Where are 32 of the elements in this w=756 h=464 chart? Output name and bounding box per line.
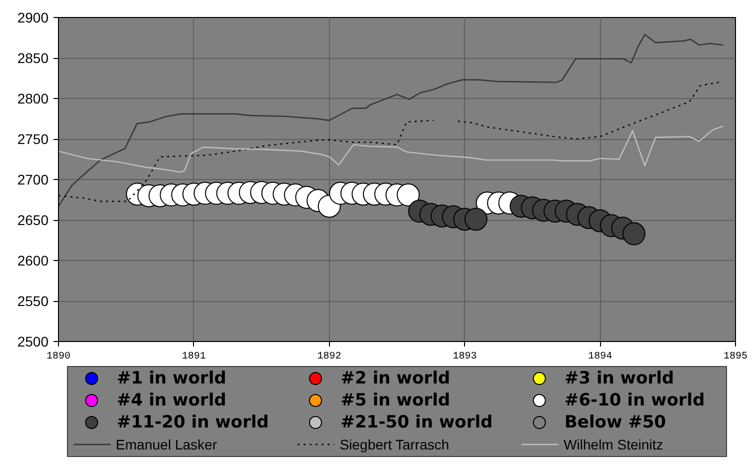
x-tick-label: 1890 (46, 352, 71, 362)
legend-label: #2 in world (340, 368, 450, 388)
x-tick-label: 1891 (182, 352, 206, 362)
y-tick-label: 2800 (17, 90, 49, 106)
legend-label: #11-20 in world (116, 412, 269, 432)
legend-label: #3 in world (564, 368, 674, 388)
point (464, 208, 488, 231)
legend-label: #5 in world (340, 390, 450, 410)
y-tick-label: 2750 (17, 131, 49, 147)
line-series (58, 34, 724, 207)
point (622, 222, 646, 246)
x-tick-label: 1892 (317, 352, 342, 362)
legend-label: #1 in world (116, 368, 226, 388)
legend-label: Wilhelm Steinitz (564, 436, 664, 452)
y-tick-label: 2850 (17, 50, 49, 66)
x-tick-label: 1893 (452, 352, 477, 362)
y-tick-label: 2650 (17, 212, 49, 228)
legend-label: #6-10 in world (564, 390, 705, 410)
line-series (58, 125, 724, 173)
x-tick-label: 1895 (724, 352, 748, 362)
y-tick-label: 2900 (17, 10, 49, 26)
x-tick-label: 1894 (588, 352, 612, 362)
y-tick-label: 2700 (17, 172, 49, 188)
legend-label: Siegbert Tarrasch (340, 436, 450, 452)
legend-label: Emanuel Lasker (116, 436, 218, 452)
y-tick-label: 2600 (17, 252, 49, 268)
legend-label: Below #50 (564, 412, 666, 432)
y-tick-label: 2550 (17, 293, 49, 309)
point (396, 183, 420, 206)
y-tick-label: 2500 (17, 334, 49, 350)
legend-label: #4 in world (116, 390, 226, 410)
legend-label: #21-50 in world (340, 412, 493, 432)
